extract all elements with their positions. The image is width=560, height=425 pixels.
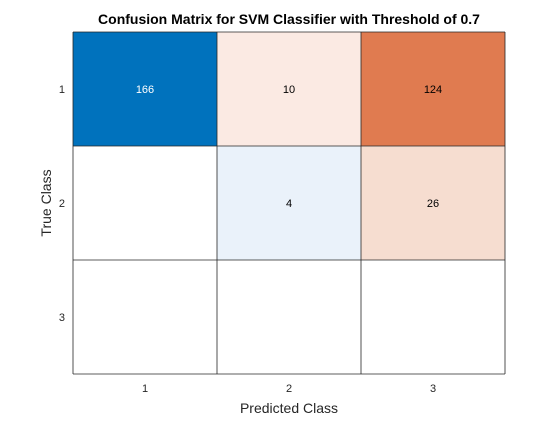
matrix-cell-r2-c3 — [361, 146, 505, 260]
x-axis-label: Predicted Class — [240, 400, 338, 416]
grid-layer — [72, 31, 506, 375]
y-tick-label: 2 — [59, 198, 65, 210]
y-tick-labels: 1 2 3 — [59, 84, 65, 324]
matrix-cell-r1-c2 — [217, 32, 361, 146]
y-axis-label: True Class — [38, 169, 54, 236]
cell-value-r2-c2: 4 — [286, 198, 292, 210]
cell-value-r1-c1: 166 — [136, 84, 154, 96]
matrix-cell-r3-c3 — [361, 260, 505, 374]
matrix-cell-r1-c3 — [361, 32, 505, 146]
matrix-cell-r2-c1 — [73, 146, 217, 260]
cells-layer: 166 10 124 4 26 — [73, 32, 505, 374]
cell-value-r2-c3: 26 — [427, 198, 439, 210]
x-tick-label: 1 — [142, 383, 148, 395]
x-tick-label: 2 — [286, 383, 292, 395]
y-tick-label: 1 — [59, 84, 65, 96]
chart-title: Confusion Matrix for SVM Classifier with… — [98, 11, 480, 27]
matrix-cell-r3-c1 — [73, 260, 217, 374]
matrix-cell-r2-c2 — [217, 146, 361, 260]
matrix-cell-r3-c2 — [217, 260, 361, 374]
x-tick-labels: 1 2 3 — [142, 383, 436, 395]
x-tick-label: 3 — [430, 383, 436, 395]
cell-value-r1-c2: 10 — [283, 84, 295, 96]
matrix-cell-r1-c1 — [73, 32, 217, 146]
cell-value-r1-c3: 124 — [424, 84, 442, 96]
y-tick-label: 3 — [59, 312, 65, 324]
